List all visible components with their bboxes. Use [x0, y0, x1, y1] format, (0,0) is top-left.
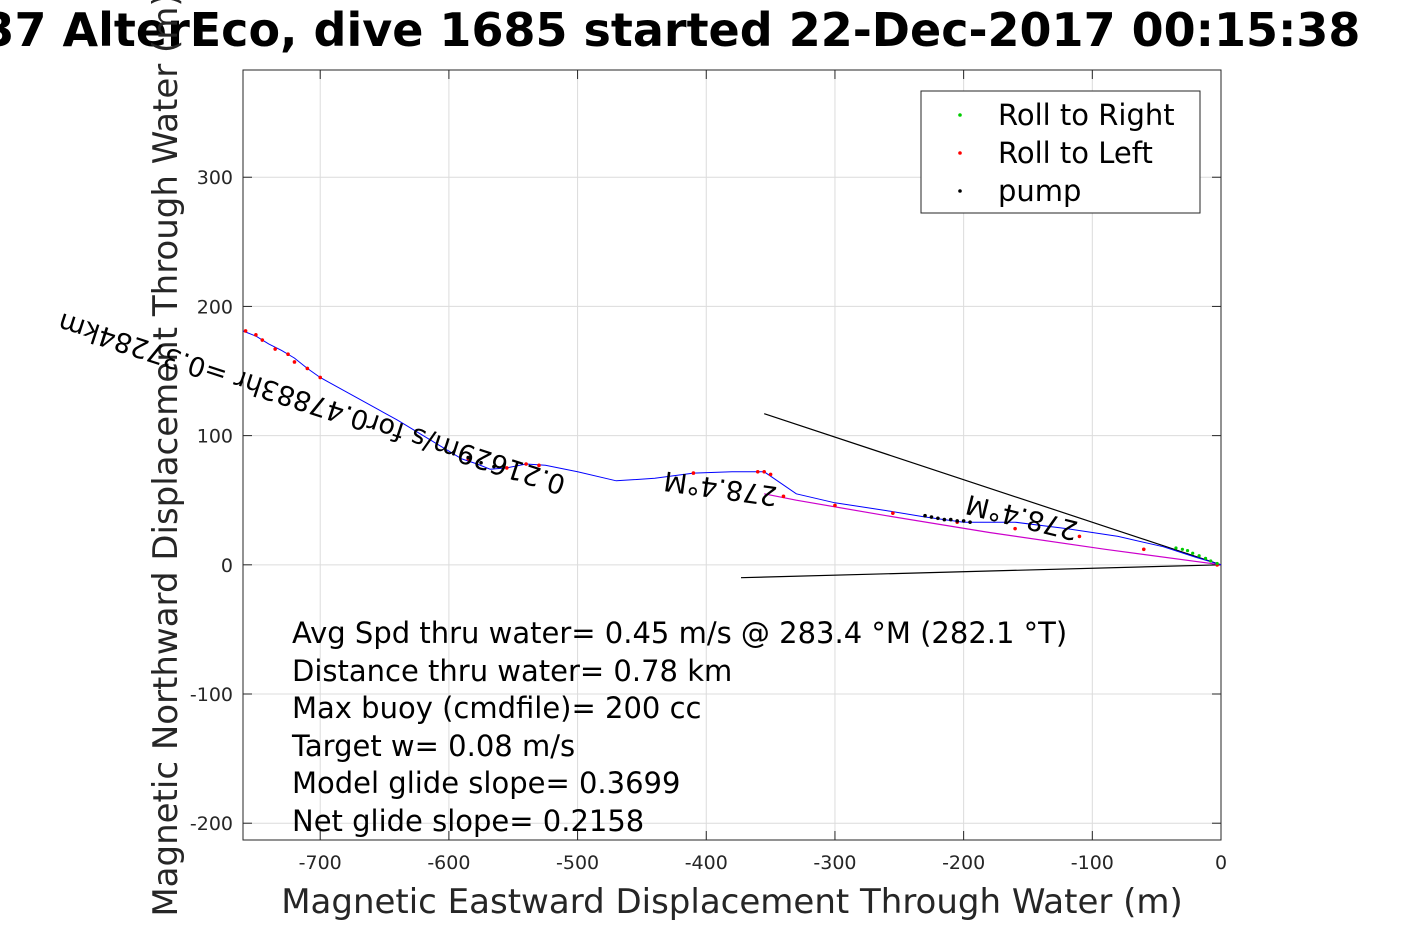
pump-point — [936, 516, 940, 521]
roll-right-point — [1209, 559, 1213, 563]
roll-left-point — [260, 338, 265, 342]
roll-left-point — [292, 360, 297, 364]
y-tick-label: 200 — [197, 296, 233, 318]
y-tick-label: -200 — [190, 813, 233, 835]
stat-target-w: Target w= 0.08 m/s — [291, 729, 575, 763]
roll-left-point — [318, 375, 323, 380]
roll-left-point — [243, 329, 248, 333]
x-tick-label: -100 — [1071, 852, 1114, 874]
stats-text-block: Avg Spd thru water= 0.45 m/s @ 283.4 °M … — [291, 616, 1067, 838]
x-tick-label: -200 — [942, 852, 985, 874]
pump-point — [955, 519, 959, 523]
roll-left-point — [691, 471, 696, 475]
x-axis-label: Magnetic Eastward Displacement Through W… — [281, 882, 1183, 922]
roll-left-point — [524, 462, 528, 466]
stat-max-buoy: Max buoy (cmdfile)= 200 cc — [292, 691, 701, 725]
y-axis-label: Magnetic Northward Displacement Through … — [146, 0, 186, 917]
legend-marker-roll-right — [958, 113, 962, 117]
roll-left-point — [891, 511, 895, 515]
pump-point — [961, 519, 966, 523]
stat-distance: Distance thru water= 0.78 km — [292, 654, 732, 688]
x-tick-label: -500 — [556, 852, 599, 874]
roll-right-point — [1174, 546, 1178, 550]
roll-left-point — [762, 469, 766, 474]
roll-left-point — [1141, 547, 1146, 552]
roll-left-point — [781, 494, 786, 499]
x-tick-label: -600 — [427, 852, 470, 874]
stat-net-glide-slope: Net glide slope= 0.2158 — [292, 804, 644, 838]
pump-point — [929, 515, 934, 519]
chart-title: SG537 AlterEco, dive 1685 started 22-Dec… — [0, 3, 1360, 57]
x-tick-label: 0 — [1215, 852, 1227, 874]
pump-point — [948, 517, 953, 522]
x-tick-labels: -700 -600 -500 -400 -300 -200 -100 0 — [299, 852, 1227, 874]
roll-right-point — [1191, 551, 1195, 555]
roll-left-point — [273, 347, 277, 351]
y-tick-label: 0 — [221, 555, 233, 577]
pump-point — [968, 520, 972, 524]
current-vector-line — [740, 564, 1222, 579]
y-tick-label: 300 — [197, 167, 233, 189]
pump-point — [942, 517, 947, 522]
roll-left-point — [833, 503, 837, 508]
plot-frame — [242, 69, 1222, 841]
roll-left-point — [1077, 534, 1082, 539]
x-tick-label: -400 — [685, 852, 728, 874]
roll-left-point — [286, 352, 290, 357]
pump-point — [492, 464, 496, 469]
pump-point — [479, 460, 483, 465]
roll-right-point — [1180, 547, 1184, 551]
y-tick-label: -100 — [190, 684, 233, 706]
roll-right-point — [1215, 561, 1219, 566]
stat-avg-speed: Avg Spd thru water= 0.45 m/s @ 283.4 °M … — [292, 616, 1067, 650]
stat-model-glide-slope: Model glide slope= 0.3699 — [292, 766, 680, 800]
y-tick-labels: -200 -100 0 100 200 300 — [190, 167, 233, 835]
roll-right-point — [1197, 554, 1201, 558]
pump-point — [466, 455, 470, 460]
roll-left-point — [505, 466, 509, 470]
legend-marker-roll-left — [958, 151, 962, 155]
y-tick-label: 100 — [197, 426, 233, 448]
roll-right-point — [1185, 549, 1190, 553]
legend: Roll to Right Roll to Left pump — [920, 90, 1201, 214]
depth-average-track-line — [764, 493, 1222, 566]
legend-marker-pump — [958, 189, 962, 193]
pump-point — [923, 513, 927, 518]
current-vector-line — [764, 413, 1222, 566]
roll-left-point — [768, 472, 773, 477]
x-tick-label: -300 — [813, 852, 856, 874]
roll-left-point — [305, 366, 310, 371]
legend-label-roll-left: Roll to Left — [998, 136, 1153, 170]
roll-right-point — [1203, 556, 1208, 560]
series-layer — [242, 329, 1222, 579]
roll-left-point — [254, 333, 258, 337]
legend-label-pump: pump — [998, 174, 1081, 208]
x-tick-label: -700 — [299, 852, 342, 874]
roll-left-point — [755, 469, 760, 474]
roll-left-point — [537, 463, 541, 468]
legend-box — [920, 90, 1201, 214]
roll-left-point — [1013, 526, 1017, 531]
legend-label-roll-right: Roll to Right — [998, 98, 1175, 132]
